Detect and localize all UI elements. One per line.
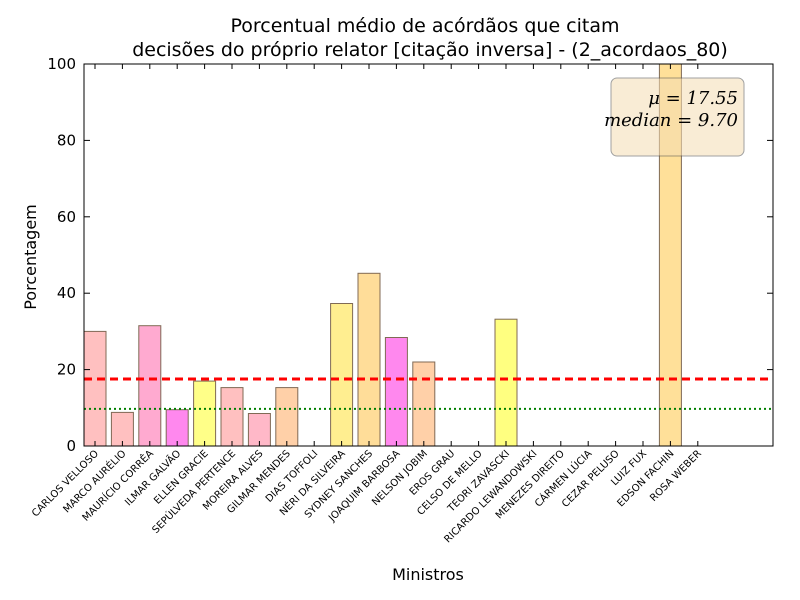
chart-title-line-2: decisões do próprio relator [citação inv…	[132, 39, 728, 61]
x-axis-label: Ministros	[392, 565, 464, 584]
y-tick-label-5: 100	[47, 55, 76, 73]
y-tick-label-2: 40	[57, 284, 76, 302]
bar-7	[275, 387, 299, 447]
bars-group	[83, 63, 682, 447]
bar-9	[330, 303, 354, 447]
bar-12	[412, 361, 436, 447]
plot-frame	[83, 63, 774, 447]
bar-10	[357, 272, 381, 447]
stats-box-background	[610, 77, 745, 157]
median-stat-label: median = 9.70	[604, 110, 738, 131]
bar-1	[110, 411, 134, 447]
y-tick-label-1: 20	[57, 361, 76, 379]
y-tick-label-4: 80	[57, 131, 76, 149]
bar-2	[138, 325, 162, 447]
bar-4	[193, 380, 217, 447]
x-tick-label-22: ROSA WEBER	[648, 448, 704, 504]
chart-title-line-1: Porcentual médio de acórdãos que citam	[230, 15, 619, 37]
bar-3	[165, 409, 189, 447]
bar-15	[494, 318, 518, 447]
bar-11	[384, 337, 408, 447]
y-tick-label-0: 0	[66, 437, 76, 455]
y-axis-label: Porcentagem	[21, 204, 40, 310]
bar-0	[83, 330, 107, 447]
reference-lines	[84, 377, 773, 410]
stats-box: μ = 17.55 median = 9.70	[604, 77, 745, 157]
bar-5	[220, 387, 244, 447]
y-axis-ticks: 0 20 40 60 80 100	[47, 55, 773, 455]
mean-stat-label: μ = 17.55	[648, 88, 738, 109]
y-tick-label-3: 60	[57, 208, 76, 226]
